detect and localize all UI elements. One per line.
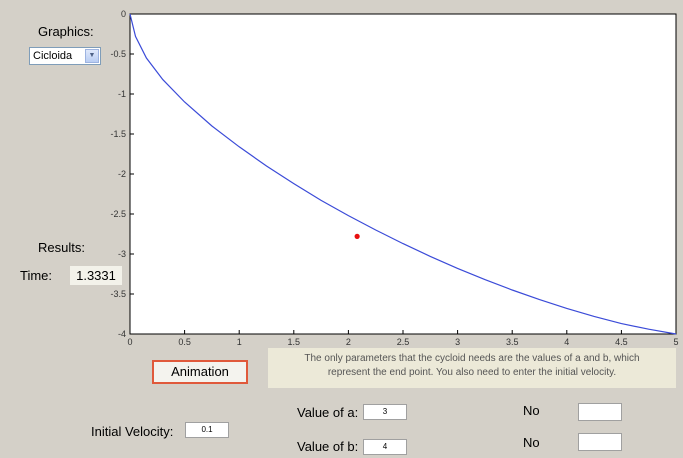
x-tick-label: 0.5	[178, 337, 191, 347]
x-tick-label: 5	[673, 337, 678, 347]
info-line-2: represent the end point. You also need t…	[327, 367, 617, 378]
position-marker	[354, 233, 360, 239]
no-field-2[interactable]	[578, 433, 622, 451]
x-tick-label: 4.5	[615, 337, 628, 347]
y-tick-label: -1	[118, 89, 126, 99]
value-b-input[interactable]: 4	[363, 439, 407, 455]
y-tick-label: -2.5	[110, 209, 126, 219]
x-tick-label: 1.5	[288, 337, 301, 347]
x-tick-label: 0	[127, 337, 132, 347]
no-label-2: No	[523, 435, 540, 450]
chevron-down-icon[interactable]: ▼	[85, 49, 99, 63]
x-tick-label: 3.5	[506, 337, 519, 347]
time-label: Time:	[20, 268, 53, 283]
info-text: The only parameters that the cycloid nee…	[268, 348, 676, 388]
y-tick-label: -1.5	[110, 129, 126, 139]
y-tick-label: -3.5	[110, 289, 126, 299]
graphics-select-value: Cicloida	[33, 50, 73, 62]
time-value: 1.3331	[70, 266, 122, 285]
animation-button[interactable]: Animation	[152, 360, 248, 384]
results-label: Results:	[38, 240, 85, 255]
graphics-select[interactable]: Cicloida ▼	[29, 47, 101, 65]
initial-velocity-label: Initial Velocity:	[91, 424, 174, 439]
x-tick-label: 3	[455, 337, 460, 347]
y-tick-label: -4	[118, 329, 126, 339]
y-tick-label: -2	[118, 169, 126, 179]
info-line-1: The only parameters that the cycloid nee…	[304, 353, 640, 364]
cycloid-curve	[129, 13, 677, 335]
y-tick-label: -0.5	[110, 49, 126, 59]
initial-velocity-input[interactable]: 0.1	[185, 422, 229, 438]
x-tick-label: 2.5	[397, 337, 410, 347]
plot-area	[129, 13, 677, 335]
no-label-1: No	[523, 403, 540, 418]
x-tick-label: 4	[564, 337, 569, 347]
y-tick-label: 0	[121, 9, 126, 19]
y-tick-label: -3	[118, 249, 126, 259]
x-tick-label: 2	[346, 337, 351, 347]
value-a-input[interactable]: 3	[363, 404, 407, 420]
graphics-label: Graphics:	[38, 24, 94, 39]
x-tick-label: 1	[237, 337, 242, 347]
value-a-label: Value of a:	[297, 405, 359, 420]
no-field-1[interactable]	[578, 403, 622, 421]
value-b-label: Value of b:	[297, 439, 359, 454]
